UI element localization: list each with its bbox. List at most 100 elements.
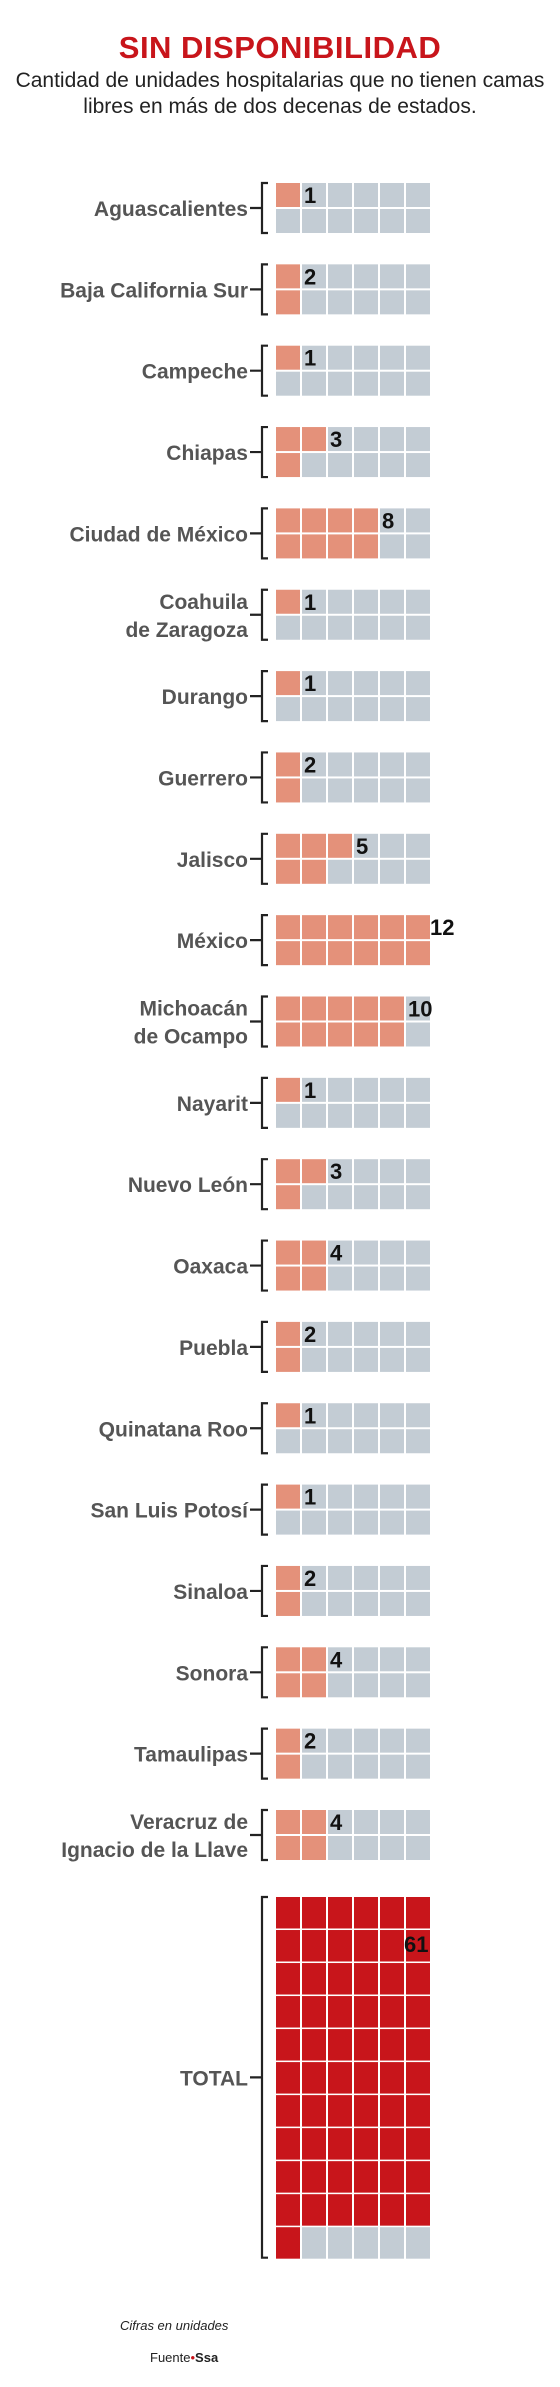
waffle-cell: [406, 453, 430, 478]
group-bracket: [250, 670, 268, 723]
waffle-cell: [276, 2128, 300, 2160]
waffle-cell: [406, 915, 430, 940]
waffle-cell: [328, 1185, 352, 1210]
waffle-cell: [354, 1754, 378, 1779]
group-bracket: [250, 1402, 268, 1455]
waffle-cell: [354, 264, 378, 289]
category-label: Nuevo León: [128, 1174, 248, 1197]
waffle-cell: [302, 1185, 326, 1210]
waffle-cell: [328, 1022, 352, 1047]
category-label: Chiapas: [166, 442, 248, 465]
waffle-cell: [302, 1565, 326, 1590]
waffle-cell: [302, 1810, 326, 1834]
waffle-cell: [354, 1240, 378, 1265]
data-label: 4: [330, 1810, 343, 1835]
waffle-cell: [302, 589, 326, 614]
waffle-cell: [302, 1321, 326, 1346]
waffle-cell: [276, 2161, 300, 2193]
waffle-cell: [354, 1347, 378, 1372]
waffle-cell: [302, 1347, 326, 1372]
waffle-cell: [276, 508, 300, 533]
waffle-cell: [354, 915, 378, 940]
data-label: 2: [304, 752, 316, 777]
waffle-cell: [406, 2095, 430, 2127]
waffle-cell: [302, 345, 326, 370]
category-label: Campeche: [142, 361, 248, 384]
group-bracket: [250, 751, 268, 804]
data-label: 4: [330, 1241, 343, 1266]
waffle-cell: [354, 697, 378, 722]
waffle-cell: [328, 1403, 352, 1428]
waffle-cell: [380, 264, 404, 289]
waffle-cell: [406, 697, 430, 722]
category-label: de Ocampo: [134, 1026, 248, 1049]
waffle-cell: [328, 859, 352, 884]
category-label: Quinatana Roo: [99, 1418, 248, 1441]
waffle-cell: [302, 1484, 326, 1509]
waffle-cell: [276, 1266, 300, 1291]
waffle-cell: [276, 1185, 300, 1210]
waffle-cell: [354, 183, 378, 207]
data-label: 3: [330, 427, 342, 452]
waffle-cell: [380, 1403, 404, 1428]
data-label: 1: [304, 1485, 316, 1510]
waffle-cell: [328, 1930, 352, 1962]
group-bracket: [250, 1158, 268, 1211]
waffle-cell: [276, 915, 300, 940]
waffle-cell: [302, 2161, 326, 2193]
category-label: Ciudad de México: [69, 523, 248, 546]
category-label: Nayarit: [177, 1093, 248, 1116]
waffle-cell: [276, 1647, 300, 1672]
waffle-cell: [276, 453, 300, 478]
waffle-cell: [328, 2062, 352, 2094]
source-label: Fuente: [150, 2350, 191, 2365]
chart-title: SIN DISPONIBILIDAD: [118, 30, 442, 65]
category-label: Guerrero: [158, 767, 248, 790]
waffle-cell: [302, 427, 326, 452]
waffle-cell: [302, 508, 326, 533]
waffle-cell: [380, 371, 404, 396]
waffle-cell: [302, 1429, 326, 1454]
category-label: Ignacio de la Llave: [61, 1839, 248, 1862]
waffle-cell: [380, 1484, 404, 1509]
waffle-cell: [276, 2029, 300, 2061]
waffle-cell: [354, 1321, 378, 1346]
waffle-cell: [302, 264, 326, 289]
waffle-cell: [328, 1266, 352, 1291]
waffle-cell: [302, 1591, 326, 1616]
waffle-cell: [328, 508, 352, 533]
waffle-cell: [328, 1647, 352, 1672]
waffle-cell: [302, 671, 326, 696]
waffle-cell: [328, 1673, 352, 1698]
waffle-cell: [276, 290, 300, 315]
source-name: Ssa: [195, 2350, 219, 2365]
waffle-cell: [302, 1963, 326, 1995]
waffle-cell: [328, 371, 352, 396]
waffle-cell: [380, 697, 404, 722]
waffle-cell: [276, 264, 300, 289]
waffle-cell: [328, 1963, 352, 1995]
waffle-cell: [406, 345, 430, 370]
waffle-cell: [328, 671, 352, 696]
waffle-cell: [354, 1591, 378, 1616]
units-note: Cifras en unidades: [120, 2318, 229, 2333]
waffle-cell: [406, 671, 430, 696]
data-label: 61: [404, 1932, 428, 1957]
waffle-cell: [302, 2029, 326, 2061]
waffle-cell: [354, 2062, 378, 2094]
waffle-cell: [406, 183, 430, 207]
group-bracket: [250, 1646, 268, 1699]
waffle-cell: [276, 1591, 300, 1616]
waffle-cell: [328, 941, 352, 966]
waffle-cell: [380, 996, 404, 1021]
category-label: México: [177, 930, 248, 953]
waffle-cell: [328, 2161, 352, 2193]
waffle-cell: [354, 778, 378, 803]
waffle-cell: [276, 1321, 300, 1346]
waffle-cell: [380, 534, 404, 559]
waffle-cell: [354, 996, 378, 1021]
waffle-cell: [276, 778, 300, 803]
waffle-cell: [380, 1240, 404, 1265]
waffle-cell: [276, 1403, 300, 1428]
waffle-cell: [302, 290, 326, 315]
